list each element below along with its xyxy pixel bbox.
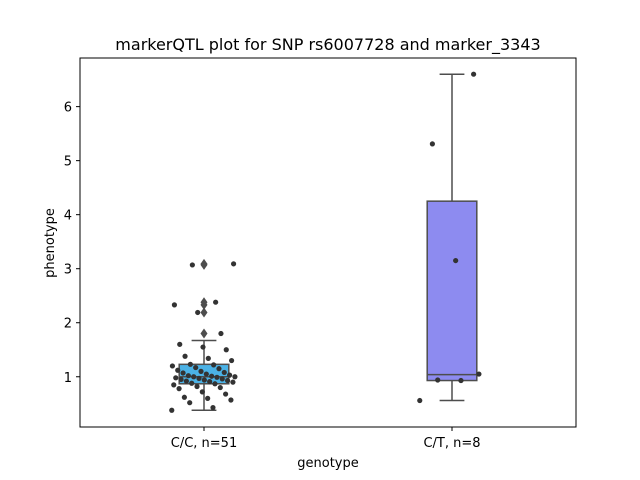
outlier-marker [200, 307, 208, 318]
data-point [203, 371, 209, 377]
data-point [217, 384, 223, 391]
data-point [187, 400, 193, 406]
outlier-marker [200, 258, 208, 269]
data-point [417, 397, 423, 404]
data-point [182, 353, 188, 359]
x-tick-label: C/C, n=51 [171, 436, 237, 451]
data-point [453, 257, 459, 264]
outlier-marker [200, 328, 208, 339]
y-axis: 1 2 3 4 5 6 [64, 101, 80, 386]
data-point [173, 375, 179, 381]
data-point [194, 383, 200, 390]
data-point [221, 369, 227, 376]
y-tick-label: 2 [64, 317, 72, 332]
data-point [198, 368, 204, 374]
data-point [171, 382, 177, 388]
data-point [169, 363, 176, 369]
y-tick-label: 5 [64, 155, 72, 170]
data-point [214, 374, 220, 380]
data-point [201, 377, 207, 383]
y-tick-label: 6 [64, 101, 72, 116]
data-point [435, 377, 441, 383]
x-axis: C/C, n=51 C/T, n=8 [171, 427, 481, 451]
data-point [169, 407, 175, 413]
data-point [185, 373, 191, 379]
data-point [205, 355, 211, 361]
chart-title: markerQTL plot for SNP rs6007728 and mar… [115, 35, 540, 55]
y-tick-label: 4 [64, 209, 72, 224]
data-point [476, 371, 482, 377]
data-point [210, 404, 216, 411]
plot-frame [79, 57, 577, 428]
data-point [458, 377, 464, 384]
data-point [226, 372, 233, 378]
data-point [211, 362, 217, 368]
data-point [207, 379, 213, 385]
y-tick-label: 3 [64, 263, 72, 278]
data-point [429, 141, 435, 147]
data-point [196, 375, 202, 381]
data-point [171, 302, 178, 308]
data-point [183, 378, 189, 384]
chart-marks [169, 71, 482, 413]
data-point [216, 366, 222, 372]
data-point [218, 330, 224, 337]
data-point [180, 370, 186, 376]
data-point [219, 376, 225, 382]
box-iqr [426, 200, 478, 382]
data-point [205, 395, 211, 401]
data-point [230, 261, 237, 267]
data-point [471, 71, 477, 77]
data-point [189, 380, 195, 386]
data-point [209, 373, 215, 379]
data-point [175, 367, 181, 373]
y-axis-title: phenotype [43, 208, 58, 278]
box-group [417, 71, 482, 404]
data-point [212, 381, 218, 387]
plot-area [80, 58, 576, 427]
y-tick-label: 1 [64, 371, 72, 386]
data-point [228, 397, 234, 403]
data-point [178, 376, 184, 383]
data-point [228, 357, 235, 364]
data-point [213, 299, 219, 305]
data-point [187, 361, 193, 367]
data-point [199, 389, 205, 395]
data-point [181, 394, 187, 400]
data-point [176, 386, 182, 392]
data-point [189, 262, 195, 268]
data-point [193, 364, 199, 371]
outlier-marker [200, 297, 208, 308]
data-point [223, 391, 229, 397]
box-group [169, 258, 238, 413]
data-point [195, 309, 201, 316]
x-tick-label: C/T, n=8 [423, 436, 480, 451]
data-point [232, 374, 238, 380]
data-point [223, 347, 229, 353]
data-point [230, 379, 236, 385]
x-axis-title: genotype [297, 456, 358, 471]
data-point [191, 374, 197, 380]
data-point [177, 341, 183, 347]
data-point [224, 377, 231, 384]
data-point [200, 344, 206, 350]
